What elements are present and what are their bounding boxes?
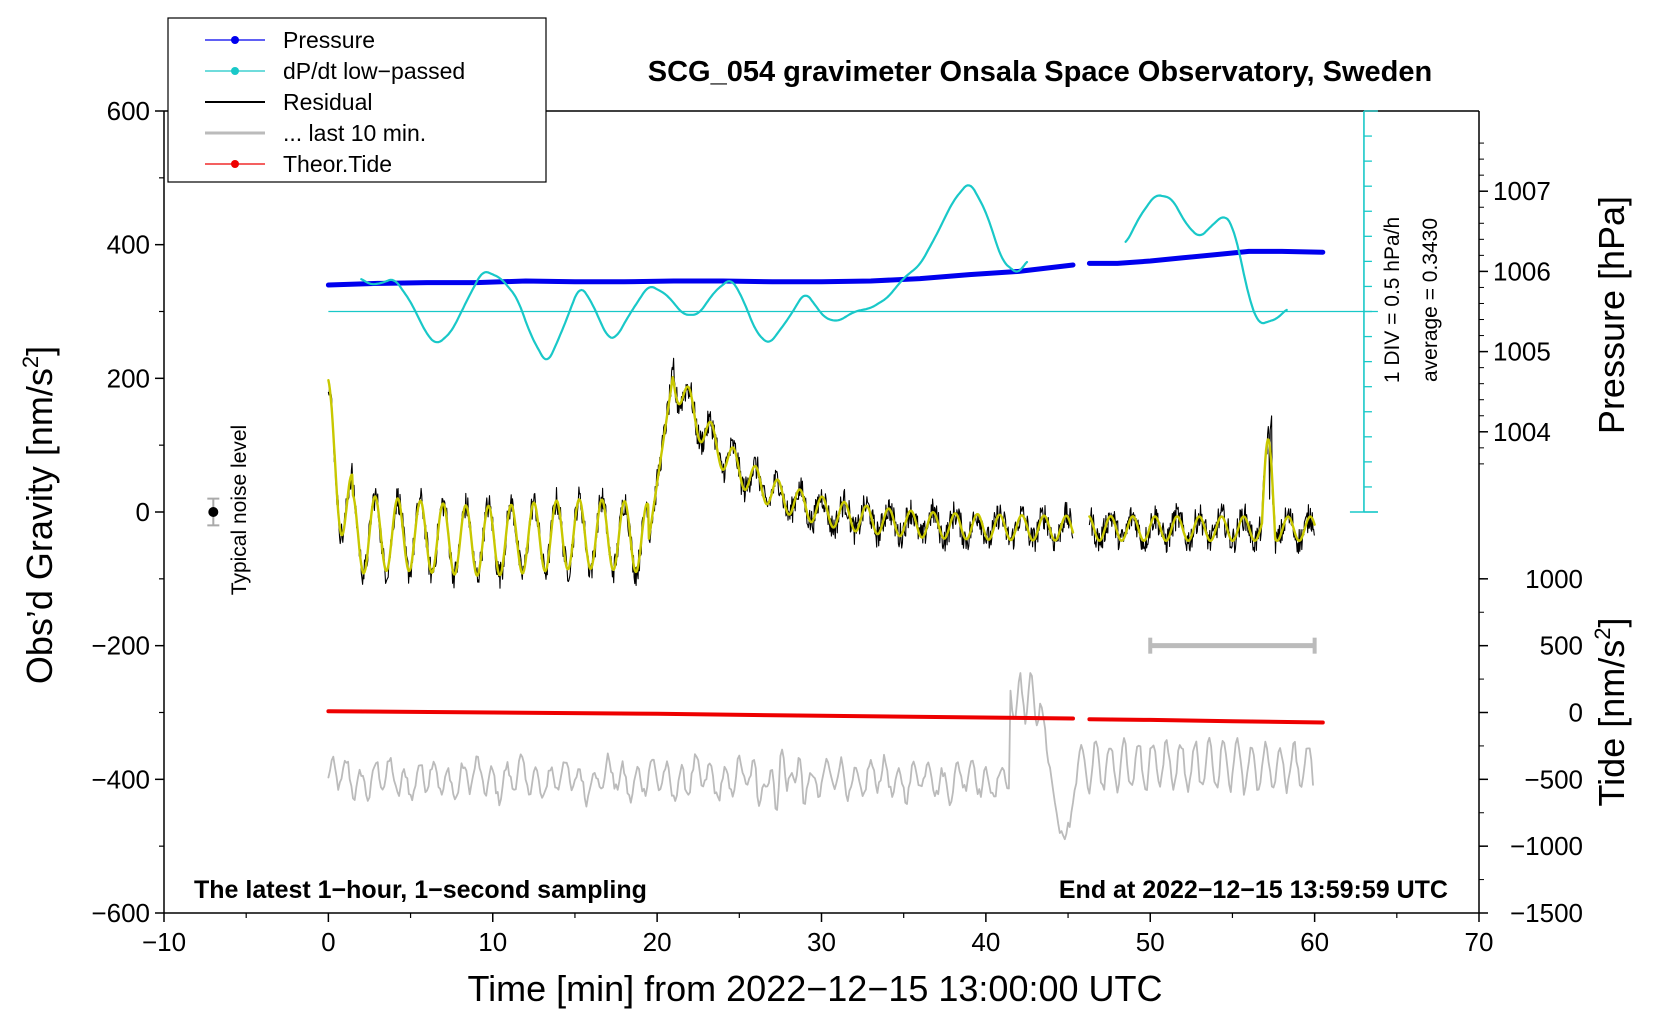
legend-label: Pressure xyxy=(283,27,375,53)
x-tick-label: 30 xyxy=(807,927,836,957)
series-last10-line xyxy=(327,672,1314,841)
y-axis-label-left-main: Obs’d Gravity [nm/s xyxy=(19,368,60,684)
y-axis-label-tide-end: ] xyxy=(1591,618,1632,628)
y-axis-label-pressure: Pressure [hPa] xyxy=(1591,196,1632,434)
legend-label: Theor.Tide xyxy=(283,151,392,177)
tide-tick-label: 500 xyxy=(1540,631,1583,661)
dpdt-scale-label: 1 DIV = 0.5 hPa/h xyxy=(1381,217,1404,383)
y-axis-label-tide-sup: 2 xyxy=(1590,628,1615,640)
y-tick-label: 400 xyxy=(107,230,150,260)
y-tick-label: −400 xyxy=(91,764,150,794)
noise-level-label: Typical noise level xyxy=(228,425,251,595)
annotation-bottom-right: End at 2022−12−15 13:59:59 UTC xyxy=(1059,876,1448,904)
x-tick-label: 70 xyxy=(1465,927,1494,957)
pressure-tick-label: 1005 xyxy=(1493,337,1551,367)
series-residual-lowpassed-line xyxy=(1088,438,1316,542)
y-axis-label-left-end: ] xyxy=(19,346,60,356)
axes-group: −10 0 10 20 30 40 50 60 70 600 400 200 0 −200 −400 −600… xyxy=(91,96,1583,957)
x-axis-label: Time [min] from 2022−12−15 13:00:00 UTC xyxy=(467,968,1162,1009)
tide-tick-label: 0 xyxy=(1569,698,1583,728)
x-tick-label: 50 xyxy=(1136,927,1165,957)
series-dpdt-line xyxy=(1124,194,1288,325)
x-tick-label: 40 xyxy=(971,927,1000,957)
tide-tick-label: 1000 xyxy=(1525,564,1583,594)
legend-label: Residual xyxy=(283,89,373,115)
x-tick-label: 10 xyxy=(478,927,507,957)
x-tick-label: 20 xyxy=(643,927,672,957)
legend-label: dP/dt low−passed xyxy=(283,58,465,84)
annotation-bottom-left: The latest 1−hour, 1−second sampling xyxy=(194,876,647,904)
legend: Pressure dP/dt low−passed Residual ... last… xyxy=(167,17,547,183)
x-tick-label: 0 xyxy=(321,927,335,957)
x-tick-label: 60 xyxy=(1300,927,1329,957)
series-tide-line xyxy=(326,709,1075,721)
legend-marker xyxy=(231,160,239,168)
legend-box xyxy=(167,17,547,183)
x-tick-label: −10 xyxy=(142,927,186,957)
dpdt-average-label: average = 0.3430 xyxy=(1419,218,1442,382)
chart-title: SCG_054 gravimeter Onsala Space Observat… xyxy=(648,56,1432,88)
y-axis-label-tide-main: Tide [nm/s xyxy=(1591,640,1632,807)
y-axis-label-left-sup: 2 xyxy=(18,356,43,368)
series-tide-line xyxy=(1087,717,1325,725)
legend-label: ... last 10 min. xyxy=(283,120,426,146)
pressure-tick-label: 1004 xyxy=(1493,417,1551,447)
tide-tick-label: −1000 xyxy=(1510,831,1583,861)
legend-entries: Pressure dP/dt low−passed Residual ... last… xyxy=(205,27,465,177)
y-tick-label: 600 xyxy=(107,96,150,126)
series-dpdt-line xyxy=(360,184,1029,361)
pressure-tick-label: 1007 xyxy=(1493,176,1551,206)
legend-marker xyxy=(231,67,239,75)
y-tick-label: −200 xyxy=(91,631,150,661)
series-residual-lowpassed-line xyxy=(327,376,1075,577)
y-axis-label-left: Obs’d Gravity [nm/s2] xyxy=(18,346,60,684)
y-tick-label: −600 xyxy=(91,898,150,928)
tide-tick-label: −500 xyxy=(1524,764,1583,794)
data-group xyxy=(207,110,1378,841)
y-tick-label: 0 xyxy=(136,497,150,527)
series-pressure-line xyxy=(1086,248,1326,266)
noise-point xyxy=(208,507,219,517)
tide-tick-label: −1500 xyxy=(1510,898,1583,928)
pressure-tick-label: 1006 xyxy=(1493,256,1551,286)
legend-marker xyxy=(231,36,239,44)
y-tick-label: 200 xyxy=(107,363,150,393)
series-pressure-line xyxy=(325,262,1076,288)
y-axis-label-tide: Tide [nm/s2] xyxy=(1590,618,1632,807)
